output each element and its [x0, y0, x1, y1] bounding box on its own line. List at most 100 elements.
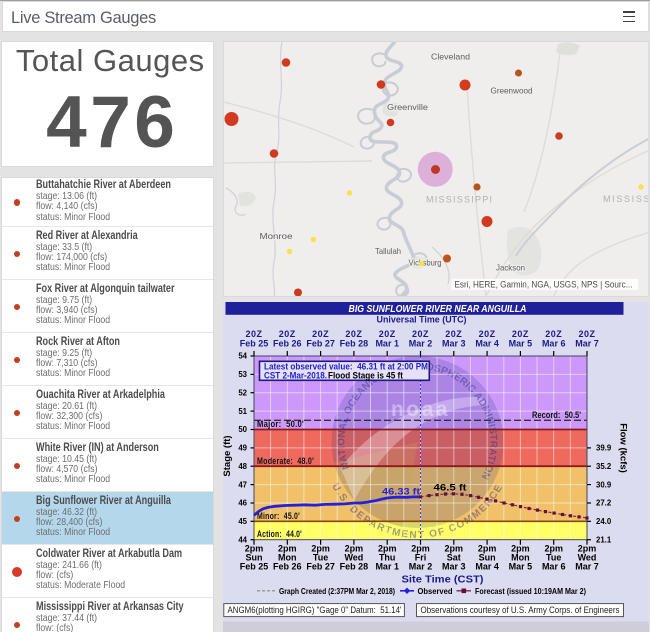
svg-text:Feb 27: Feb 27 [306, 561, 335, 571]
svg-text:Feb 26: Feb 26 [273, 338, 302, 348]
svg-text:Mar 3: Mar 3 [442, 338, 466, 348]
svg-text:Jackson: Jackson [496, 263, 525, 273]
svg-text:BIG SUNFLOWER RIVER NEAR ANGUI: BIG SUNFLOWER RIVER NEAR ANGUILLA [348, 303, 526, 314]
svg-text:Feb 28: Feb 28 [339, 561, 368, 571]
svg-text:35.2: 35.2 [596, 461, 612, 470]
svg-text:Feb 26: Feb 26 [273, 561, 302, 571]
svg-text:2pm: 2pm [344, 543, 363, 553]
svg-text:20Z: 20Z [245, 329, 262, 339]
svg-text:2pm: 2pm [377, 543, 396, 553]
svg-text:Mar 6: Mar 6 [541, 338, 565, 348]
svg-text:Wed: Wed [577, 552, 596, 562]
svg-text:2pm: 2pm [411, 543, 430, 553]
svg-text:Graph Created (2:37PM Mar 2, 2: Graph Created (2:37PM Mar 2, 2018) [279, 586, 395, 596]
svg-text:Forecast (issued 10:19AM Mar 2: Forecast (issued 10:19AM Mar 2) [475, 586, 586, 596]
svg-text:Esri, HERE, Garmin, NGA, USGS,: Esri, HERE, Garmin, NGA, USGS, NPS | Sou… [454, 279, 632, 290]
svg-text:MISSISSIPPI: MISSISSIPPI [426, 195, 494, 205]
svg-text:46: 46 [238, 498, 247, 507]
svg-text:20Z: 20Z [445, 329, 462, 339]
svg-text:2pm: 2pm [278, 543, 297, 553]
svg-text:49: 49 [238, 443, 247, 452]
svg-text:Moderate: 48.0': Moderate: 48.0' [257, 456, 314, 467]
svg-text:Feb 28: Feb 28 [339, 338, 368, 348]
svg-text:20Z: 20Z [545, 329, 562, 339]
svg-text:Mar 5: Mar 5 [508, 338, 532, 348]
svg-text:Greenwood: Greenwood [490, 86, 532, 96]
svg-text:Greenville: Greenville [387, 102, 428, 112]
svg-text:Mon: Mon [278, 552, 297, 562]
svg-text:Thu: Thu [378, 552, 395, 562]
svg-text:Universal Time (UTC): Universal Time (UTC) [376, 314, 466, 325]
svg-text:20Z: 20Z [378, 329, 395, 339]
svg-text:51: 51 [238, 406, 247, 415]
svg-text:44: 44 [238, 535, 247, 544]
svg-text:Tallulah: Tallulah [375, 246, 401, 256]
svg-text:27.2: 27.2 [596, 498, 612, 507]
svg-text:52: 52 [238, 388, 247, 397]
svg-text:Feb 27: Feb 27 [306, 338, 335, 348]
svg-text:Mar 1: Mar 1 [375, 561, 399, 571]
svg-text:Monroe: Monroe [259, 231, 292, 241]
svg-text:20Z: 20Z [578, 329, 595, 339]
svg-text:2pm: 2pm [444, 543, 463, 553]
svg-text:Mon: Mon [511, 552, 530, 562]
svg-text:30.9: 30.9 [596, 480, 612, 489]
svg-text:Vicksburg: Vicksburg [408, 258, 441, 268]
svg-text:48: 48 [238, 461, 247, 470]
svg-text:20Z: 20Z [411, 329, 428, 339]
svg-text:ANGM6(plotting HGIRG) "Gage 0": ANGM6(plotting HGIRG) "Gage 0" Datum: 51… [227, 605, 401, 615]
svg-text:2pm: 2pm [311, 543, 330, 553]
svg-text:2pm: 2pm [544, 543, 563, 553]
svg-text:Cleveland: Cleveland [431, 52, 470, 62]
svg-text:Minor: 45.0': Minor: 45.0' [257, 511, 300, 522]
svg-text:Mar 2: Mar 2 [408, 561, 432, 571]
svg-text:2pm: 2pm [577, 543, 596, 553]
svg-text:Sat: Sat [446, 552, 460, 562]
svg-text:Record: 50.5': Record: 50.5' [532, 410, 581, 421]
svg-text:Observations courtesy of U.S.: Observations courtesy of U.S. Army Corps… [420, 605, 619, 615]
svg-text:45: 45 [238, 517, 247, 526]
svg-text:20Z: 20Z [345, 329, 362, 339]
svg-text:Mar 7: Mar 7 [575, 338, 599, 348]
svg-text:54: 54 [238, 351, 247, 360]
svg-text:Tue: Tue [546, 552, 561, 562]
svg-text:2pm: 2pm [511, 543, 530, 553]
svg-text:Mar 4: Mar 4 [475, 561, 499, 571]
svg-text:Feb 25: Feb 25 [239, 561, 268, 571]
svg-text:Observed: Observed [417, 586, 452, 596]
svg-text:Mar 6: Mar 6 [541, 561, 565, 571]
svg-text:Sun: Sun [245, 552, 262, 562]
svg-text:CST 2-Mar-2018.: CST 2-Mar-2018. [264, 370, 327, 380]
svg-text:MISSISS: MISSISS [603, 194, 649, 204]
svg-text:21.1: 21.1 [596, 535, 612, 544]
svg-text:noaa: noaa [390, 398, 449, 421]
svg-text:20Z: 20Z [278, 329, 295, 339]
svg-text:Action: 44.0': Action: 44.0' [257, 529, 302, 540]
svg-text:2pm: 2pm [477, 543, 496, 553]
svg-text:Latest observed value: 46.31: Latest observed value: 46.31 ft at 2:00 … [264, 361, 428, 371]
svg-text:Wed: Wed [344, 552, 363, 562]
svg-text:Flood Stage is 45 ft: Flood Stage is 45 ft [328, 370, 403, 380]
svg-text:Major: 50.0': Major: 50.0' [257, 419, 304, 430]
svg-text:Fri: Fri [414, 552, 426, 562]
svg-text:2pm: 2pm [244, 543, 263, 553]
svg-text:Flow (kcfs): Flow (kcfs) [617, 423, 628, 473]
svg-text:Mar 3: Mar 3 [442, 561, 466, 571]
svg-text:47: 47 [238, 480, 247, 489]
svg-text:50: 50 [238, 425, 247, 434]
svg-text:Mar 7: Mar 7 [575, 561, 599, 571]
svg-text:Mar 1: Mar 1 [375, 338, 399, 348]
svg-text:Tue: Tue [312, 552, 327, 562]
svg-text:46.5 ft: 46.5 ft [433, 482, 467, 493]
svg-text:39.9: 39.9 [596, 443, 612, 452]
svg-text:Stage (ft): Stage (ft) [223, 435, 233, 476]
svg-text:Site Time (CST): Site Time (CST) [401, 573, 483, 585]
svg-text:Mar 4: Mar 4 [475, 338, 499, 348]
svg-text:20Z: 20Z [511, 329, 528, 339]
svg-text:Feb 25: Feb 25 [239, 338, 268, 348]
svg-text:46.33 ft: 46.33 ft [382, 486, 421, 497]
svg-text:53: 53 [238, 370, 247, 379]
svg-text:Sun: Sun [478, 552, 495, 562]
svg-text:Mar 2: Mar 2 [408, 338, 432, 348]
svg-text:20Z: 20Z [312, 329, 329, 339]
